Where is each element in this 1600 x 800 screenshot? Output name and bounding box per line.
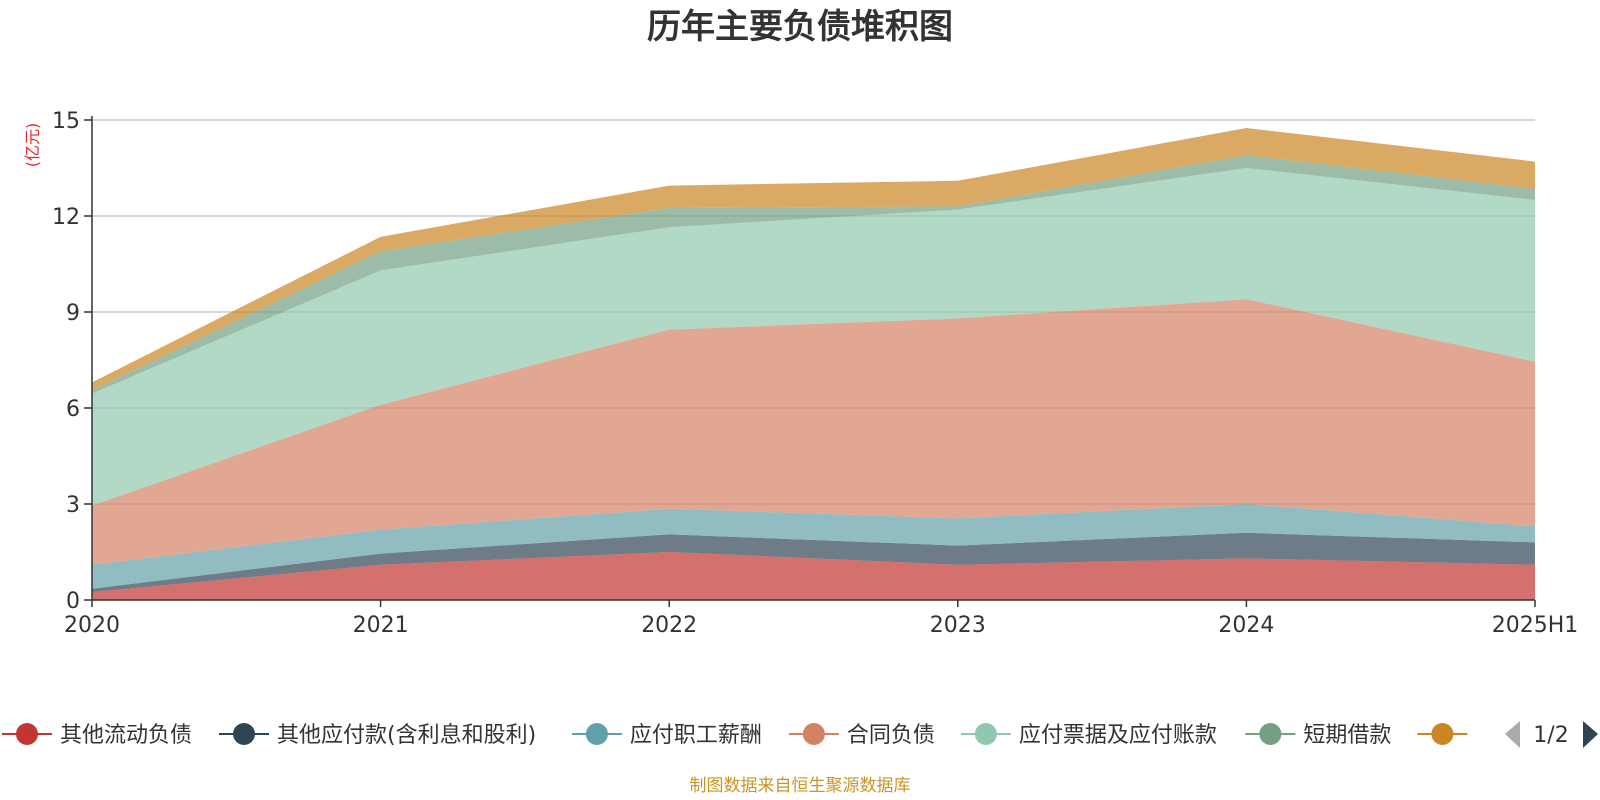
y-tick-label: 3 [66,493,80,518]
y-tick-labels: 0 3 6 9 12 15 [52,109,92,614]
area-series-2 [92,504,1535,589]
x-tick-label: 2020 [64,613,120,638]
y-tick-label: 6 [66,397,80,422]
area-series-0 [92,552,1535,600]
legend-marker-icon [802,723,825,745]
chart-title: 历年主要负债堆积图 [647,7,953,47]
area-series-5 [92,155,1535,394]
legend-page-indicator: 1/2 [1533,723,1568,748]
legend-label: 应付票据及应付账款 [1019,723,1217,748]
y-axis-unit-label: (亿元) [23,123,42,168]
y-tick-label: 12 [52,205,80,230]
legend-label: 应付职工薪酬 [630,723,762,748]
legend-next-page-icon[interactable] [1583,721,1598,748]
legend-item-0[interactable]: 其他流动负债 [2,723,192,748]
legend-pager: 1/2 [1505,721,1598,748]
y-tick-label: 0 [66,589,80,614]
legend-item-4[interactable]: 应付票据及应付账款 [960,723,1217,748]
legend-label: 合同负债 [847,723,935,748]
legend-item-5[interactable]: 短期借款 [1245,723,1391,748]
source-note: 制图数据来自恒生聚源数据库 [690,776,911,796]
legend-marker-icon [585,723,608,745]
legend-item-6[interactable] [1417,723,1468,745]
area-series-1 [92,532,1535,592]
x-tick-label: 2023 [930,613,986,638]
legend-item-2[interactable]: 应付职工薪酬 [571,723,762,748]
legend-marker-icon [1259,723,1282,745]
legend-label: 短期借款 [1303,723,1391,748]
legend-prev-page-icon[interactable] [1505,721,1520,748]
legend-marker-icon [974,723,997,745]
area-series-4 [92,168,1535,506]
legend-clip-mask [1478,700,1600,770]
legend: 其他流动负债 其他应付款(含利息和股利) 应付职工薪酬 合同负债 应付票据及应付账款 短期… [2,700,1600,770]
legend-marker-icon [1431,723,1454,745]
y-tick-label: 9 [66,301,80,326]
legend-marker-icon [16,723,38,745]
legend-item-1[interactable]: 其他应付款(含利息和股利) [219,723,536,748]
y-tick-label: 15 [52,109,80,134]
x-tick-label: 2021 [353,613,409,638]
legend-label: 其他应付款(含利息和股利) [277,723,536,748]
x-tick-label: 2025H1 [1492,613,1579,638]
axes [91,116,1535,601]
area-layers [92,128,1535,600]
area-series-3 [92,299,1535,565]
area-series-6 [92,128,1535,391]
legend-label: 其他流动负债 [60,723,192,748]
x-tick-label: 2024 [1218,613,1274,638]
x-tick-labels: 2020 2021 2022 2023 2024 2025H1 [64,600,1578,638]
legend-marker-icon [233,723,255,745]
legend-item-3[interactable]: 合同负债 [788,723,935,748]
x-tick-label: 2022 [641,613,697,638]
